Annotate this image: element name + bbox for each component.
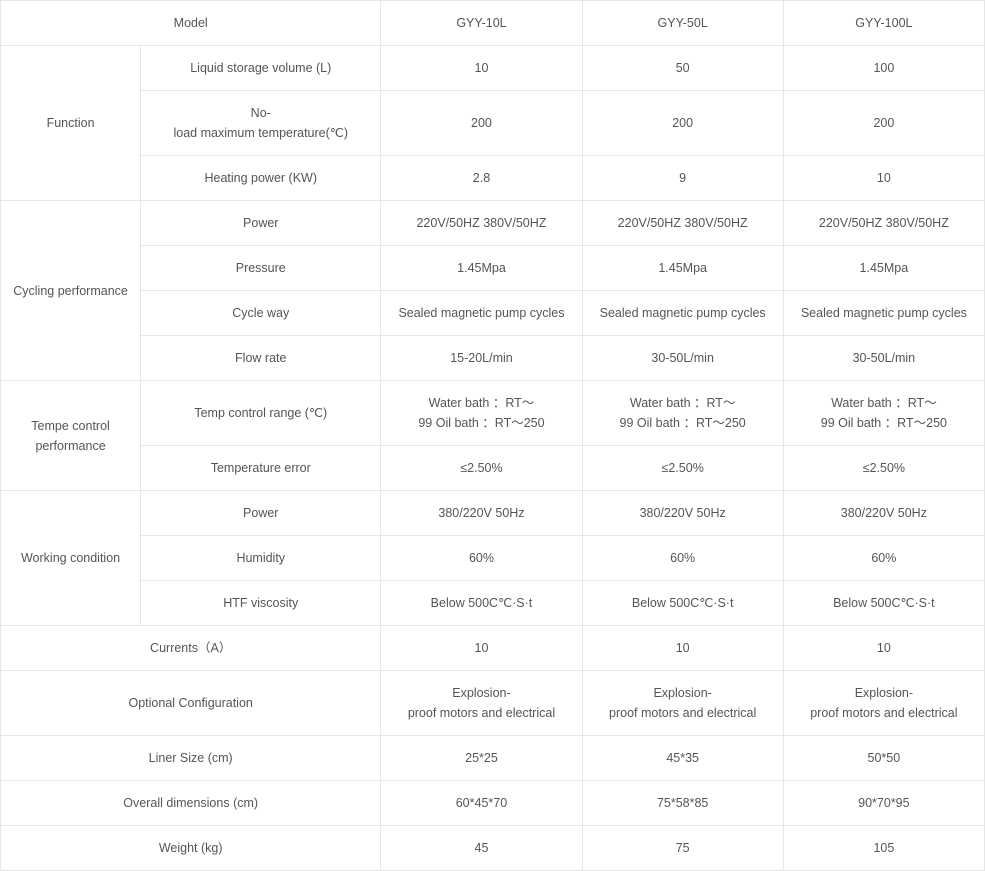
param-label: Flow rate [141, 336, 381, 381]
table-row: No-load maximum temperature(℃) 200 200 2… [1, 91, 985, 156]
table-row: Function Liquid storage volume (L) 10 50… [1, 46, 985, 91]
cell-value: 90*70*95 [783, 781, 984, 826]
section-cycling-label: Cycling performance [1, 201, 141, 381]
param-label: Cycle way [141, 291, 381, 336]
table-row: Temperature error ≤2.50% ≤2.50% ≤2.50% [1, 446, 985, 491]
cell-value: 45 [381, 826, 582, 871]
param-label: Overall dimensions (cm) [1, 781, 381, 826]
section-working-label: Working condition [1, 491, 141, 626]
cell-value: 60% [783, 536, 984, 581]
cell-value: 15-20L/min [381, 336, 582, 381]
param-label: Temperature error [141, 446, 381, 491]
header-model-2: GYY-100L [783, 1, 984, 46]
cell-value: 10 [783, 626, 984, 671]
cell-value: 380/220V 50Hz [783, 491, 984, 536]
cell-value: 10 [381, 626, 582, 671]
cell-value: Sealed magnetic pump cycles [381, 291, 582, 336]
cell-value: 220V/50HZ 380V/50HZ [783, 201, 984, 246]
cell-value: Below 500C℃·S·t [381, 581, 582, 626]
cell-value: ≤2.50% [582, 446, 783, 491]
table-row: HTF viscosity Below 500C℃·S·t Below 500C… [1, 581, 985, 626]
cell-value: Water bath ：RT～99 Oil bath ：RT～250 [582, 381, 783, 446]
cell-value: 1.45Mpa [381, 246, 582, 291]
cell-value: 200 [381, 91, 582, 156]
table-row: Cycle way Sealed magnetic pump cycles Se… [1, 291, 985, 336]
cell-value: 220V/50HZ 380V/50HZ [381, 201, 582, 246]
cell-value: 30-50L/min [582, 336, 783, 381]
cell-value: 1.45Mpa [783, 246, 984, 291]
table-row: Pressure 1.45Mpa 1.45Mpa 1.45Mpa [1, 246, 985, 291]
cell-value: 50 [582, 46, 783, 91]
cell-value: 75*58*85 [582, 781, 783, 826]
param-label: Temp control range (℃) [141, 381, 381, 446]
table-row: Model GYY-10L GYY-50L GYY-100L [1, 1, 985, 46]
cell-value: ≤2.50% [783, 446, 984, 491]
section-tempctrl-label: Tempe control performance [1, 381, 141, 491]
cell-value: 10 [582, 626, 783, 671]
cell-value: 10 [381, 46, 582, 91]
param-label: Power [141, 201, 381, 246]
cell-value: 200 [582, 91, 783, 156]
param-label: No-load maximum temperature(℃) [141, 91, 381, 156]
cell-value: 220V/50HZ 380V/50HZ [582, 201, 783, 246]
param-label: Optional Configuration [1, 671, 381, 736]
cell-value: 200 [783, 91, 984, 156]
section-function-label: Function [1, 46, 141, 201]
header-model-0: GYY-10L [381, 1, 582, 46]
cell-value: Explosion-proof motors and electrical [783, 671, 984, 736]
param-label: Currents（A） [1, 626, 381, 671]
table-row: Flow rate 15-20L/min 30-50L/min 30-50L/m… [1, 336, 985, 381]
table-row: Cycling performance Power 220V/50HZ 380V… [1, 201, 985, 246]
cell-value: 60% [582, 536, 783, 581]
cell-value: 50*50 [783, 736, 984, 781]
cell-value: Water bath ：RT～99 Oil bath ：RT～250 [381, 381, 582, 446]
cell-value: 2.8 [381, 156, 582, 201]
spec-table: Model GYY-10L GYY-50L GYY-100L Function … [0, 0, 985, 871]
header-model-label: Model [1, 1, 381, 46]
param-label: HTF viscosity [141, 581, 381, 626]
table-row: Overall dimensions (cm) 60*45*70 75*58*8… [1, 781, 985, 826]
table-row: Currents（A） 10 10 10 [1, 626, 985, 671]
cell-value: 380/220V 50Hz [582, 491, 783, 536]
cell-value: Below 500C℃·S·t [582, 581, 783, 626]
param-label: Liner Size (cm) [1, 736, 381, 781]
param-label: Heating power (KW) [141, 156, 381, 201]
table-row: Tempe control performance Temp control r… [1, 381, 985, 446]
param-label: Power [141, 491, 381, 536]
table-row: Weight (kg) 45 75 105 [1, 826, 985, 871]
cell-value: 60% [381, 536, 582, 581]
header-model-1: GYY-50L [582, 1, 783, 46]
cell-value: 9 [582, 156, 783, 201]
cell-value: 30-50L/min [783, 336, 984, 381]
cell-value: 10 [783, 156, 984, 201]
param-label: Liquid storage volume (L) [141, 46, 381, 91]
param-label: Weight (kg) [1, 826, 381, 871]
cell-value: Below 500C℃·S·t [783, 581, 984, 626]
cell-value: 105 [783, 826, 984, 871]
cell-value: 380/220V 50Hz [381, 491, 582, 536]
cell-value: Sealed magnetic pump cycles [783, 291, 984, 336]
cell-value: Explosion-proof motors and electrical [582, 671, 783, 736]
table-row: Working condition Power 380/220V 50Hz 38… [1, 491, 985, 536]
cell-value: 100 [783, 46, 984, 91]
cell-value: Sealed magnetic pump cycles [582, 291, 783, 336]
param-label: Humidity [141, 536, 381, 581]
param-label: Pressure [141, 246, 381, 291]
cell-value: Explosion-proof motors and electrical [381, 671, 582, 736]
cell-value: Water bath ：RT～99 Oil bath ：RT～250 [783, 381, 984, 446]
cell-value: 1.45Mpa [582, 246, 783, 291]
cell-value: 75 [582, 826, 783, 871]
table-row: Heating power (KW) 2.8 9 10 [1, 156, 985, 201]
cell-value: 45*35 [582, 736, 783, 781]
table-row: Optional Configuration Explosion-proof m… [1, 671, 985, 736]
table-row: Liner Size (cm) 25*25 45*35 50*50 [1, 736, 985, 781]
cell-value: ≤2.50% [381, 446, 582, 491]
cell-value: 60*45*70 [381, 781, 582, 826]
table-row: Humidity 60% 60% 60% [1, 536, 985, 581]
cell-value: 25*25 [381, 736, 582, 781]
